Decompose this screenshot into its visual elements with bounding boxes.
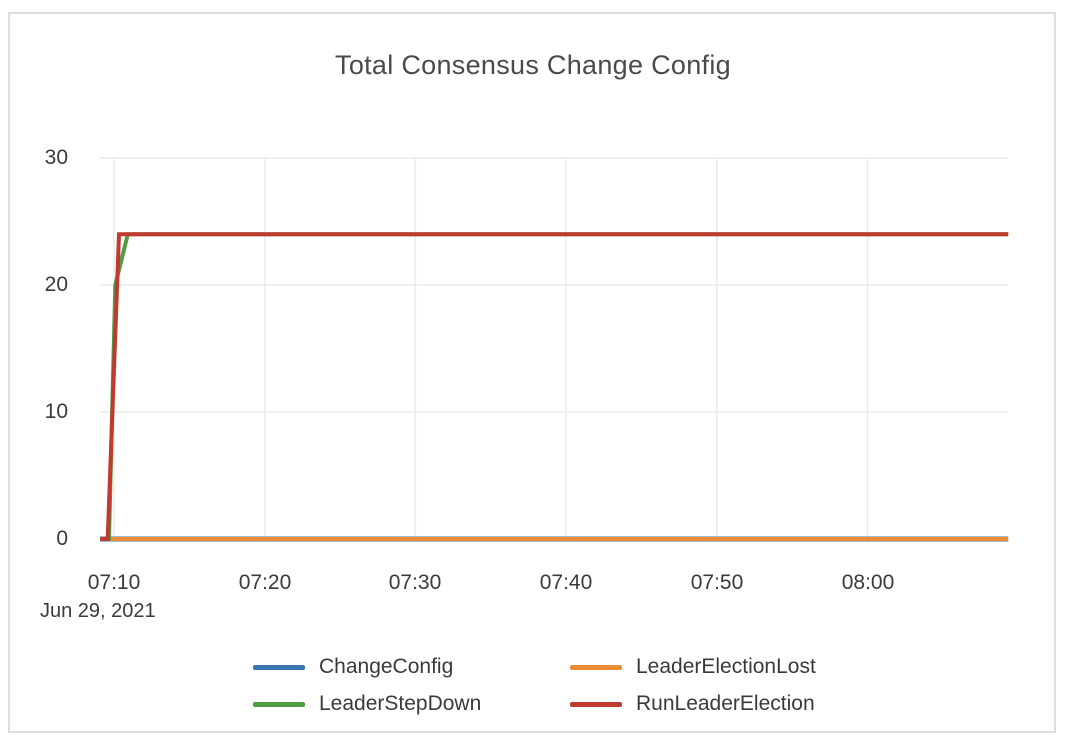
legend-label: LeaderElectionLost (636, 655, 816, 678)
y-axis-tick-label: 20 (44, 273, 68, 296)
x-axis-tick-label: 07:20 (238, 571, 292, 594)
y-axis-tick-label: 10 (44, 400, 68, 423)
legend-item-leaderelectionlost[interactable]: LeaderElectionLost (570, 655, 816, 679)
x-axis-tick-label: 07:40 (539, 571, 593, 594)
legend-swatch (570, 664, 622, 670)
legend-item-runleaderelection[interactable]: RunLeaderElection (570, 692, 815, 716)
chart-card (8, 12, 1056, 733)
y-axis-tick-label: 0 (56, 527, 68, 550)
legend-label: ChangeConfig (319, 655, 454, 678)
x-axis-tick-label: 07:30 (388, 571, 442, 594)
legend-swatch (253, 701, 305, 707)
chart-title: Total Consensus Change Config (335, 50, 731, 80)
x-axis-tick-label: 07:10 (87, 571, 141, 594)
x-axis-tick-label: 08:00 (841, 571, 895, 594)
legend-item-changeconfig[interactable]: ChangeConfig (253, 655, 453, 679)
legend-swatch (570, 701, 622, 707)
legend-item-leaderstepdown[interactable]: LeaderStepDown (253, 692, 481, 716)
legend-label: LeaderStepDown (319, 692, 482, 715)
x-axis-tick-label: 07:50 (690, 571, 744, 594)
legend-swatch (253, 664, 305, 670)
y-axis-tick-label: 30 (44, 146, 68, 169)
x-axis-date-label: Jun 29, 2021 (40, 600, 156, 622)
legend-label: RunLeaderElection (636, 692, 815, 715)
